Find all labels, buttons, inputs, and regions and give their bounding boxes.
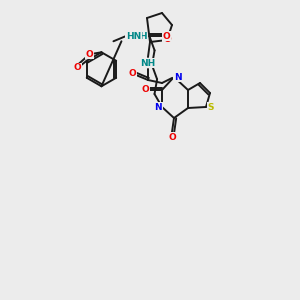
Text: O: O: [141, 85, 149, 94]
Text: S: S: [208, 103, 214, 112]
Text: NH: NH: [140, 58, 156, 68]
Text: O: O: [74, 63, 82, 72]
Text: N: N: [154, 103, 162, 112]
Text: O: O: [163, 35, 171, 44]
Text: O: O: [163, 32, 170, 41]
Text: HN: HN: [126, 32, 141, 41]
Text: N: N: [174, 73, 182, 82]
Text: O: O: [128, 68, 136, 77]
Text: H: H: [139, 32, 146, 41]
Text: O: O: [85, 50, 93, 59]
Text: O: O: [168, 133, 176, 142]
